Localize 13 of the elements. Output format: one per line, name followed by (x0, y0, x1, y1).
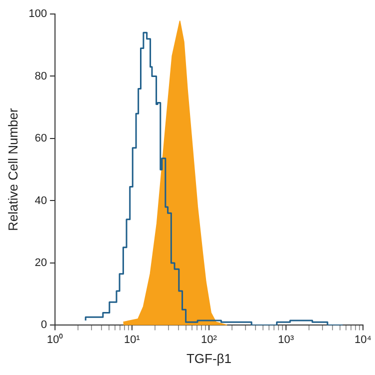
y-tick-label: 80 (34, 70, 47, 82)
y-tick-label: 20 (34, 256, 47, 269)
x-tick-label: 10² (201, 334, 218, 346)
y-tick-label: 100 (28, 8, 47, 20)
y-tick-label: 40 (34, 194, 47, 207)
x-tick-label: 10⁰ (46, 332, 64, 346)
y-tick-label: 60 (34, 132, 47, 145)
x-tick-label: 10⁴ (354, 334, 372, 346)
x-tick-label: 10¹ (124, 334, 140, 346)
x-tick-label: 10³ (278, 334, 294, 346)
y-axis-title: Relative Cell Number (5, 108, 20, 232)
x-axis-title: TGF-β1 (186, 350, 232, 366)
y-tick-label: 0 (40, 319, 47, 332)
